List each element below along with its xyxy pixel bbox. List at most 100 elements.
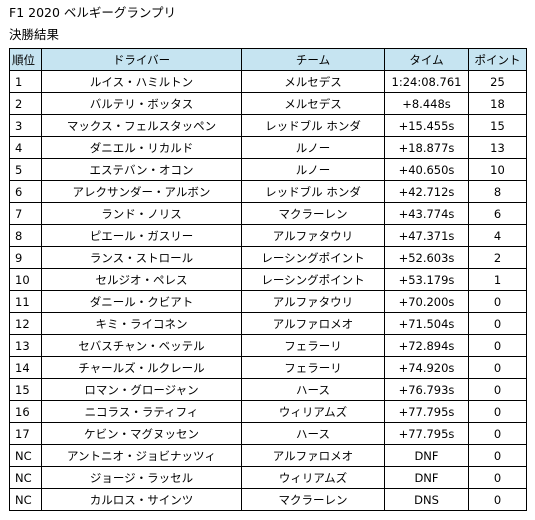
cell-team: ウィリアムズ: [241, 466, 385, 489]
cell-time: +15.455s: [384, 114, 469, 137]
cell-points: 0: [468, 422, 527, 445]
cell-position: 13: [9, 334, 42, 357]
cell-driver: ジョージ・ラッセル: [41, 466, 242, 489]
cell-driver: バルテリ・ボッタス: [41, 92, 242, 115]
cell-position: NC: [9, 466, 42, 489]
cell-position: NC: [9, 444, 42, 467]
cell-driver: キミ・ライコネン: [41, 312, 242, 335]
cell-team: レーシングポイント: [241, 246, 385, 269]
table-row: 2 バルテリ・ボッタス メルセデス +8.448s 18: [9, 92, 527, 115]
cell-position: 16: [9, 400, 42, 423]
cell-points: 6: [468, 202, 527, 225]
cell-points: 10: [468, 158, 527, 181]
table-row: NC カルロス・サインツ マクラーレン DNS 0: [9, 488, 527, 511]
cell-points: 0: [468, 466, 527, 489]
cell-position: 8: [9, 224, 42, 247]
cell-points: 15: [468, 114, 527, 137]
table-row: 5 エステバン・オコン ルノー +40.650s 10: [9, 158, 527, 181]
cell-points: 1: [468, 268, 527, 291]
cell-time: +77.795s: [384, 400, 469, 423]
page-subtitle: 決勝結果: [9, 27, 60, 42]
cell-time: +74.920s: [384, 356, 469, 379]
cell-points: 4: [468, 224, 527, 247]
cell-team: アルファタウリ: [241, 224, 385, 247]
table-row: NC アントニオ・ジョビナッツィ アルファロメオ DNF 0: [9, 444, 527, 467]
cell-team: メルセデス: [241, 92, 385, 115]
header-position: 順位: [9, 48, 42, 71]
header-time: タイム: [384, 48, 469, 71]
table-row: 6 アレクサンダー・アルボン レッドブル ホンダ +42.712s 8: [9, 180, 527, 203]
cell-driver: セバスチャン・ベッテル: [41, 334, 242, 357]
cell-team: マクラーレン: [241, 202, 385, 225]
cell-position: 6: [9, 180, 42, 203]
cell-driver: アレクサンダー・アルボン: [41, 180, 242, 203]
table-row: 4 ダニエル・リカルド ルノー +18.877s 13: [9, 136, 527, 159]
header-points: ポイント: [468, 48, 527, 71]
cell-team: ルノー: [241, 158, 385, 181]
cell-points: 0: [468, 444, 527, 467]
cell-time: +43.774s: [384, 202, 469, 225]
cell-points: 0: [468, 356, 527, 379]
page-title: F1 2020 ベルギーグランプリ: [9, 5, 177, 20]
cell-position: 11: [9, 290, 42, 313]
cell-points: 0: [468, 290, 527, 313]
cell-points: 0: [468, 378, 527, 401]
table-row: 13 セバスチャン・ベッテル フェラーリ +72.894s 0: [9, 334, 527, 357]
cell-time: +52.603s: [384, 246, 469, 269]
cell-team: レッドブル ホンダ: [241, 114, 385, 137]
cell-driver: アントニオ・ジョビナッツィ: [41, 444, 242, 467]
cell-position: 10: [9, 268, 42, 291]
cell-points: 18: [468, 92, 527, 115]
cell-team: フェラーリ: [241, 334, 385, 357]
table-row: 8 ピエール・ガスリー アルファタウリ +47.371s 4: [9, 224, 527, 247]
table-row: 7 ランド・ノリス マクラーレン +43.774s 6: [9, 202, 527, 225]
cell-time: +40.650s: [384, 158, 469, 181]
cell-time: +71.504s: [384, 312, 469, 335]
cell-points: 0: [468, 488, 527, 511]
table-row: 12 キミ・ライコネン アルファロメオ +71.504s 0: [9, 312, 527, 335]
cell-position: 5: [9, 158, 42, 181]
cell-time: DNS: [384, 488, 469, 511]
cell-driver: ランス・ストロール: [41, 246, 242, 269]
cell-driver: セルジオ・ペレス: [41, 268, 242, 291]
cell-driver: ロマン・グロージャン: [41, 378, 242, 401]
cell-driver: チャールズ・ルクレール: [41, 356, 242, 379]
cell-time: +72.894s: [384, 334, 469, 357]
cell-driver: ケビン・マグヌッセン: [41, 422, 242, 445]
cell-position: 12: [9, 312, 42, 335]
cell-driver: ニコラス・ラティフィ: [41, 400, 242, 423]
table-row: 11 ダニール・クビアト アルファタウリ +70.200s 0: [9, 290, 527, 313]
cell-team: ルノー: [241, 136, 385, 159]
table-row: 17 ケビン・マグヌッセン ハース +77.795s 0: [9, 422, 527, 445]
cell-driver: マックス・フェルスタッペン: [41, 114, 242, 137]
cell-team: フェラーリ: [241, 356, 385, 379]
cell-time: +18.877s: [384, 136, 469, 159]
cell-team: ハース: [241, 378, 385, 401]
cell-time: 1:24:08.761: [384, 70, 469, 93]
cell-team: レッドブル ホンダ: [241, 180, 385, 203]
cell-time: +53.179s: [384, 268, 469, 291]
table-row: 3 マックス・フェルスタッペン レッドブル ホンダ +15.455s 15: [9, 114, 527, 137]
cell-position: 17: [9, 422, 42, 445]
cell-time: +70.200s: [384, 290, 469, 313]
cell-team: アルファタウリ: [241, 290, 385, 313]
cell-position: 1: [9, 70, 42, 93]
table-row: 1 ルイス・ハミルトン メルセデス 1:24:08.761 25: [9, 70, 527, 93]
table-row: 9 ランス・ストロール レーシングポイント +52.603s 2: [9, 246, 527, 269]
table-row: 16 ニコラス・ラティフィ ウィリアムズ +77.795s 0: [9, 400, 527, 423]
cell-points: 0: [468, 334, 527, 357]
cell-time: +42.712s: [384, 180, 469, 203]
cell-position: 15: [9, 378, 42, 401]
cell-team: レーシングポイント: [241, 268, 385, 291]
cell-driver: ルイス・ハミルトン: [41, 70, 242, 93]
cell-time: +76.793s: [384, 378, 469, 401]
cell-time: +77.795s: [384, 422, 469, 445]
cell-team: マクラーレン: [241, 488, 385, 511]
cell-team: アルファロメオ: [241, 444, 385, 467]
cell-position: 2: [9, 92, 42, 115]
cell-time: +8.448s: [384, 92, 469, 115]
cell-position: 4: [9, 136, 42, 159]
cell-position: 14: [9, 356, 42, 379]
header-team: チーム: [241, 48, 385, 71]
cell-driver: ランド・ノリス: [41, 202, 242, 225]
